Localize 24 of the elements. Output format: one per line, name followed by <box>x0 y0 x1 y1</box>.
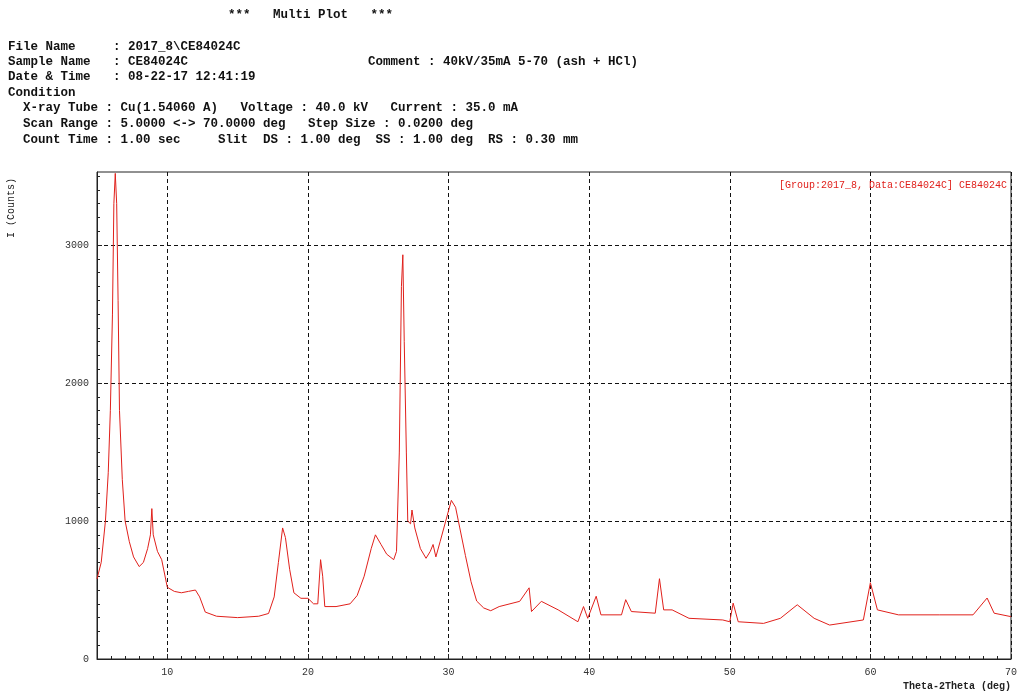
text: X-ray Tube : Cu(1.54060 A) Voltage : 40.0 kV Current : 35.0 mA <box>22 101 519 115</box>
text: Comment : 40kV/35mA 5-70 (ash + HCl) <box>368 55 639 69</box>
x-tick-label: 60 <box>864 666 877 678</box>
text: Count Time : 1.00 sec Slit DS : 1.00 deg SS : 1.00 deg RS : 0.30 mm <box>22 133 579 147</box>
text: File Name : 2017_8\CE84024C <box>8 40 241 54</box>
text: Scan Range : 5.0000 <-> 70.0000 deg Step Size : 0.0200 deg <box>22 117 474 131</box>
x-tick-label: 50 <box>723 666 736 678</box>
x-tick-label: 20 <box>301 666 314 678</box>
text: Sample Name : CE84024C <box>8 55 189 69</box>
y-tick-label: 0 <box>82 653 89 665</box>
text: Date & Time : 08-22-17 12:41:19 <box>8 70 256 84</box>
x-tick-label: 10 <box>161 666 174 678</box>
text: [Group:2017_8, Data:CE84024C] CE84024C <box>778 179 1008 191</box>
chart-title: *** Multi Plot *** <box>228 8 394 22</box>
x-tick-label: 30 <box>442 666 455 678</box>
y-tick-label: 2000 <box>64 377 89 389</box>
text: Condition <box>8 86 76 100</box>
y-axis-title: I (Counts) <box>6 177 17 238</box>
x-axis-title: Theta-2Theta (deg) <box>902 680 1011 692</box>
y-tick-label: 1000 <box>64 515 89 527</box>
y-tick-label: 3000 <box>64 239 89 251</box>
x-tick-label: 40 <box>583 666 596 678</box>
line-series <box>96 172 1012 626</box>
x-tick-label: 70 <box>1004 666 1018 678</box>
